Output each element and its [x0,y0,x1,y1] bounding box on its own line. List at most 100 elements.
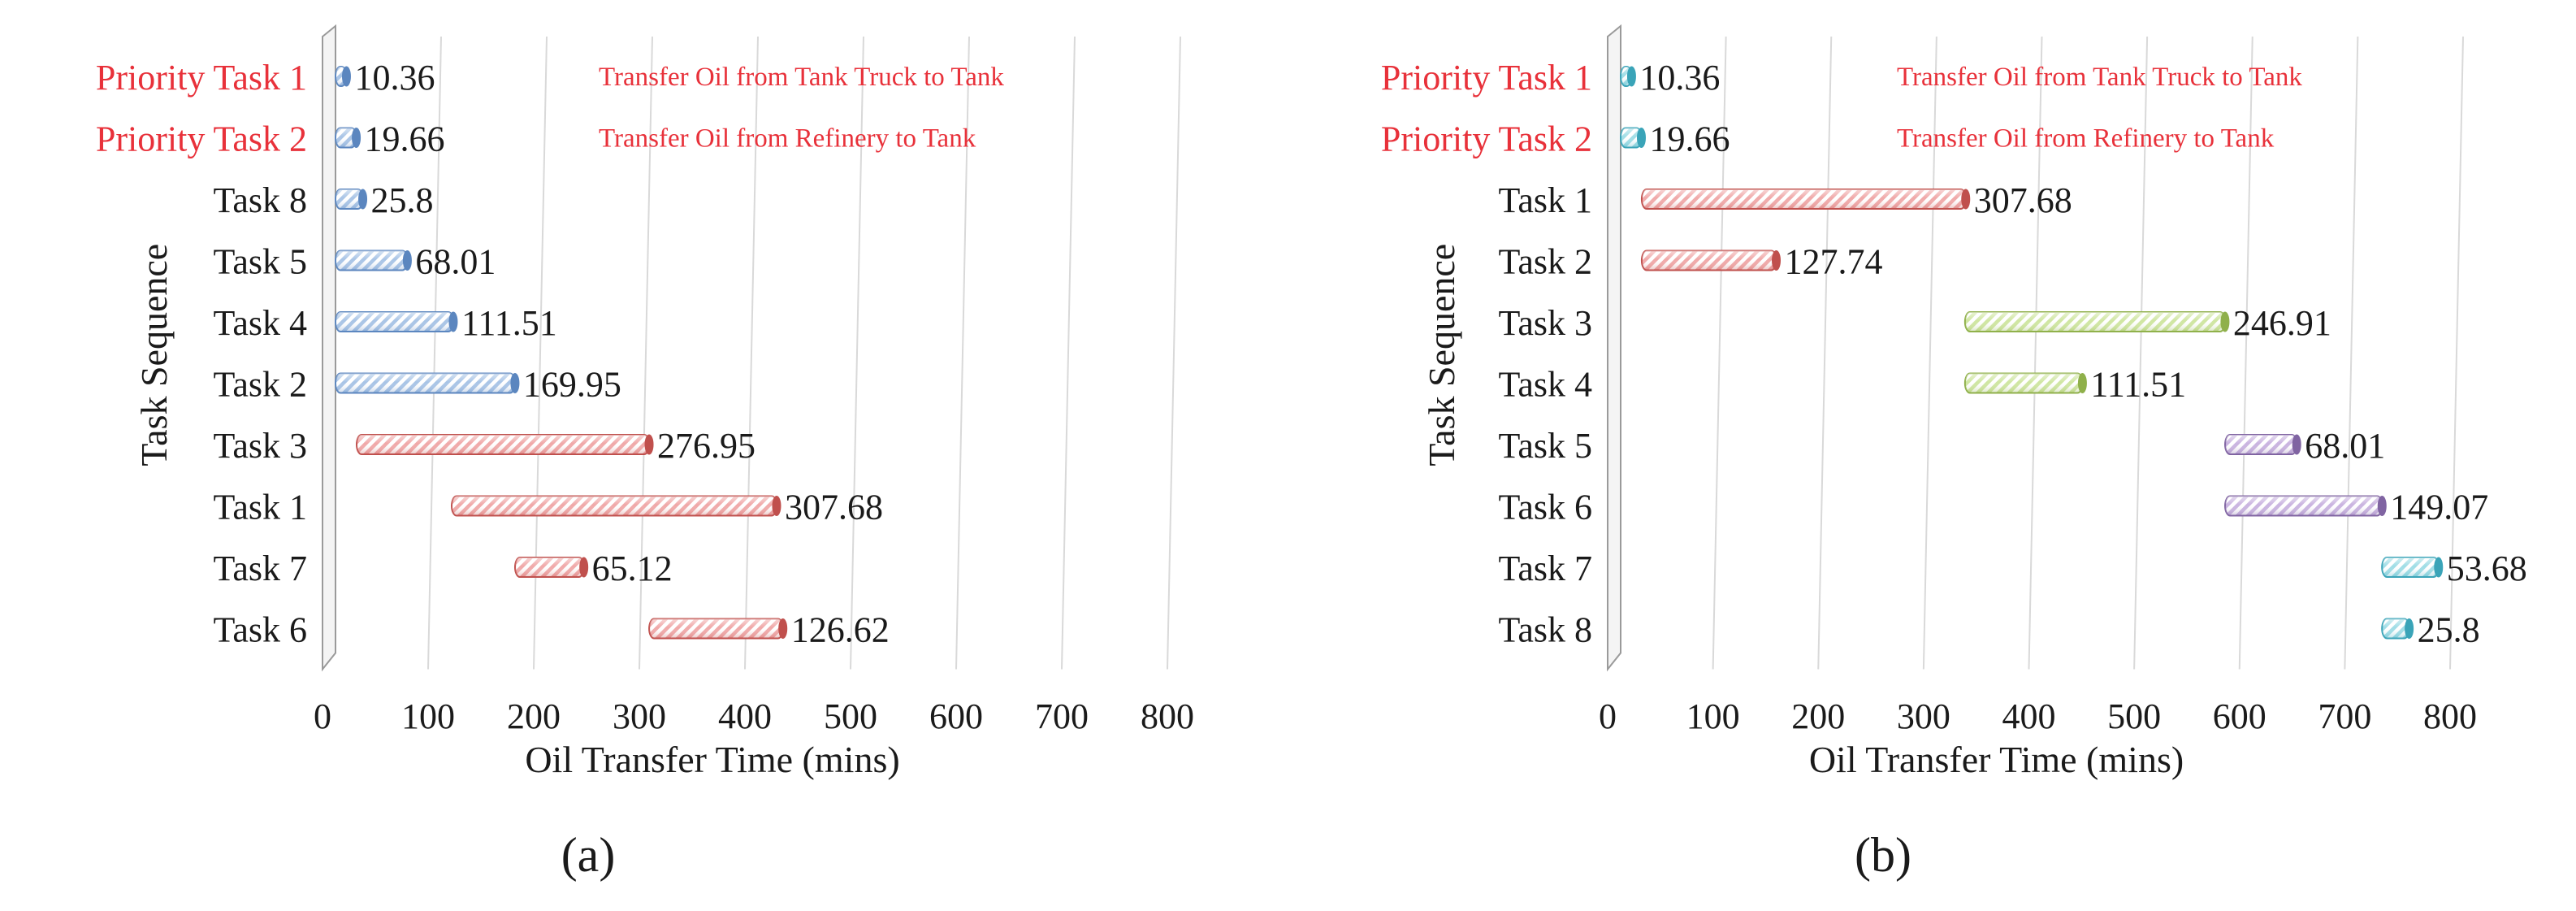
bar-task-4: 111.51 [1963,365,2186,405]
gridline [639,36,653,670]
gridline [850,36,864,670]
x-tick-label: 800 [1141,696,1194,736]
data-label: 53.68 [2447,549,2527,588]
task-label: Task 5 [1499,426,1592,466]
data-label: 307.68 [785,488,883,527]
gridline [1922,36,1937,670]
gridlines [322,36,1181,670]
bar-end-cap [579,557,589,578]
bar-end-cap [1626,66,1636,87]
bar-end-cap [358,189,368,210]
task-label: Task 2 [1499,242,1592,282]
bar-end-cap [2405,618,2414,639]
bar-shading [2382,618,2409,639]
x-tick-label: 100 [1686,696,1740,736]
x-tick-label: 0 [1599,696,1617,736]
bar-task-2: 169.95 [335,365,621,405]
y-axis-label: Task Sequence [133,244,175,466]
bar-end-cap [402,250,412,271]
x-axis-label: Oil Transfer Time (mins) [525,739,899,780]
data-label: 111.51 [2090,365,2186,405]
gridline [955,36,970,670]
data-label: 127.74 [1785,242,1883,282]
task-label: Task 6 [1499,488,1592,527]
bar-shading [357,435,650,454]
task-label: Task 5 [214,242,307,282]
bar-end-cap [2377,496,2387,516]
priority-task-label: Priority Task 1 [1381,58,1592,98]
gridline [1061,36,1076,670]
gridline [2344,36,2359,670]
priority-task-label: Priority Task 2 [96,119,307,159]
x-tick-label: 300 [1897,696,1950,736]
bar-priority-task-2: 19.66 [335,119,445,159]
bar-shading [1964,312,2225,332]
x-tick-label: 800 [2423,696,2477,736]
data-label: 307.68 [1974,180,2072,220]
bars: 10.36 19.66 25.8 68.01 111.51 169.95 276.95 307… [335,58,890,650]
gridline [2238,36,2253,670]
data-label: 68.01 [2305,426,2385,466]
task-label: Task 4 [1499,365,1592,405]
bar-shading [649,618,783,639]
bar-task-2: 127.74 [1640,242,1883,282]
data-label: 19.66 [365,119,445,159]
gridline [427,36,442,670]
bar-end-cap [1961,189,1971,210]
bar-end-cap [2220,311,2230,332]
bars: 10.36 19.66 307.68 127.74 246.91 111.51 68.011… [1620,58,2527,650]
annotation: Transfer Oil from Refinery to Tank [1897,124,2275,154]
annotation: Transfer Oil from Tank Truck to Tank [599,63,1004,92]
plot-wall [322,24,336,672]
data-label: 10.36 [354,58,435,98]
bar-task-8: 25.8 [2381,610,2480,650]
bar-task-7: 53.68 [2381,549,2527,588]
data-label: 10.36 [1639,58,1720,98]
bar-end-cap [448,311,458,332]
bar-shading [336,373,515,393]
data-label: 126.62 [791,610,890,650]
gridline [1712,36,1727,670]
bar-task-6: 149.07 [2224,488,2488,527]
data-label: 65.12 [592,549,673,588]
x-axis-label: Oil Transfer Time (mins) [1809,739,2184,780]
bar-shading [515,557,584,577]
data-label: 169.95 [523,365,621,405]
bar-task-7: 65.12 [514,549,673,588]
panel-label: (a) [561,828,616,882]
x-tick-label: 0 [314,696,331,736]
gridline [2133,36,2149,670]
bar-shading [452,496,777,516]
y-axis-label: Task Sequence [1421,244,1462,466]
bar-end-cap [1636,128,1646,148]
data-label: 25.8 [371,180,434,220]
annotation: Transfer Oil from Refinery to Tank [599,124,976,154]
x-tick-label: 200 [1791,696,1845,736]
task-label: Task 6 [214,610,307,650]
x-tick-label: 300 [613,696,666,736]
bar-shading [1641,189,1966,209]
bar-task-1: 307.68 [451,488,883,527]
gridline [2028,36,2043,670]
bar-shading [2225,435,2297,454]
gridline [1817,36,1833,670]
bar-shading [2225,496,2383,516]
bar-end-cap [772,496,781,516]
bar-shading [336,250,408,271]
data-label: 111.51 [461,303,557,343]
plot-wall [1607,24,1621,672]
task-label: Task 8 [214,180,307,220]
bar-task-5: 68.01 [335,242,496,282]
bar-end-cap [510,373,520,393]
data-label: 276.95 [657,426,755,466]
gridline [744,36,759,670]
gridline [1167,36,1181,670]
data-label: 149.07 [2390,488,2488,527]
bar-shading [336,128,357,148]
data-label: 246.91 [2233,303,2331,343]
bar-shading [2382,557,2439,577]
task-label: Task 8 [1499,610,1592,650]
x-tick-label: 500 [824,696,877,736]
data-label: 25.8 [2418,610,2480,650]
